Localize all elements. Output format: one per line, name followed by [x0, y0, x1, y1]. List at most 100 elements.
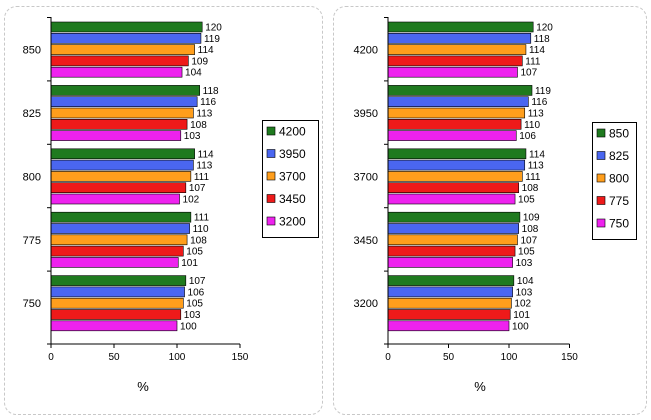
legend-swatch: [266, 216, 276, 226]
legend-label: 3950: [279, 147, 306, 161]
bar: [387, 297, 512, 309]
bar: [387, 96, 529, 107]
category-tick-label: 3700: [354, 171, 378, 183]
x-tick-label: 50: [443, 352, 455, 363]
bar-value-label: 105: [186, 247, 203, 258]
bar: [387, 182, 519, 193]
bar: [50, 171, 192, 182]
x-tick-label: 100: [501, 352, 518, 363]
bar-value-label: 113: [196, 109, 212, 120]
category-tick-label: 850: [23, 45, 41, 57]
bar-value-label: 114: [529, 149, 545, 160]
bar-value-label: 111: [525, 172, 541, 183]
bar-value-label: 120: [205, 23, 222, 34]
category-tick-label: 3450: [354, 235, 378, 247]
legend-swatch: [596, 128, 606, 138]
legend-label: 800: [609, 172, 629, 186]
bar-value-label: 110: [193, 224, 209, 235]
bar-value-label: 108: [522, 183, 539, 194]
bar: [387, 32, 532, 44]
bar: [387, 234, 518, 246]
bar: [387, 85, 533, 96]
legend-swatch: [266, 171, 276, 181]
x-tick-label: 0: [385, 352, 391, 363]
x-axis-label: %: [474, 379, 486, 394]
bar: [387, 119, 522, 130]
bar-value-label: 104: [517, 276, 534, 287]
bar-value-label: 119: [535, 86, 551, 97]
bar: [50, 148, 195, 160]
category-tick-label: 800: [23, 171, 41, 183]
bar-value-label: 103: [184, 310, 201, 321]
bar-value-label: 107: [189, 183, 206, 194]
legend-swatch: [596, 196, 606, 205]
legend-swatch: [266, 149, 276, 158]
legend-swatch: [266, 126, 276, 136]
bar: [50, 107, 194, 119]
bar-value-label: 111: [194, 172, 210, 183]
chart-panel-2: 1201181141111074200119116113110106395011…: [333, 6, 647, 415]
bar-value-label: 116: [531, 97, 547, 108]
bar: [50, 234, 188, 246]
bar: [387, 148, 527, 160]
bar-value-label: 109: [523, 213, 540, 224]
bar: [50, 245, 184, 257]
bar: [50, 193, 180, 205]
category-tick-label: 775: [23, 235, 41, 247]
legend-label: 750: [609, 217, 629, 231]
bar: [387, 211, 521, 223]
bar: [387, 159, 526, 171]
bar-value-label: 111: [525, 56, 541, 67]
bar: [387, 223, 519, 234]
bar: [387, 107, 526, 119]
x-tick-label: 150: [561, 352, 578, 363]
legend: 850 825 800 775 750: [592, 122, 637, 240]
bar-value-label: 100: [512, 321, 529, 332]
bar: [50, 211, 192, 223]
bar-value-label: 106: [188, 287, 205, 298]
bar-value-label: 104: [185, 68, 202, 79]
bar: [50, 297, 184, 309]
bar: [387, 55, 523, 67]
bar: [50, 66, 183, 78]
category-tick-label: 3950: [354, 108, 378, 120]
bar-value-label: 110: [524, 120, 540, 131]
category-tick-label: 750: [23, 298, 41, 310]
bar: [50, 32, 202, 44]
bar: [387, 193, 516, 205]
legend: 4200 3950 3700 3450 3200: [262, 120, 319, 238]
bar-value-label: 103: [184, 131, 201, 142]
bar-value-label: 105: [518, 195, 535, 206]
bar: [387, 286, 513, 298]
bar: [50, 21, 203, 33]
bar: [50, 223, 190, 234]
bar: [50, 119, 188, 130]
legend-label: 4200: [279, 125, 306, 139]
x-tick-label: 50: [108, 352, 120, 363]
bar-value-label: 107: [520, 68, 537, 79]
bar: [50, 286, 185, 298]
bar-value-label: 118: [203, 86, 219, 97]
bar-value-label: 113: [196, 161, 212, 172]
bar-value-label: 114: [529, 45, 545, 56]
x-tick-label: 0: [48, 352, 54, 363]
bar-value-label: 100: [180, 321, 197, 332]
bar: [387, 245, 516, 257]
bar: [387, 320, 510, 332]
legend-swatch: [596, 218, 606, 228]
bar-value-label: 102: [514, 299, 531, 310]
x-axis-label: %: [137, 379, 149, 394]
bar-value-label: 103: [516, 258, 533, 269]
bar-value-label: 114: [198, 45, 214, 56]
legend-swatch: [266, 194, 276, 203]
bar: [387, 21, 534, 33]
bar-value-label: 118: [534, 34, 550, 45]
bar: [387, 66, 518, 78]
category-tick-label: 4200: [354, 45, 378, 57]
bar: [387, 309, 511, 320]
bar: [50, 182, 187, 193]
legend-label: 825: [609, 149, 629, 163]
bar-value-label: 119: [204, 34, 220, 45]
bar-value-label: 101: [513, 310, 530, 321]
